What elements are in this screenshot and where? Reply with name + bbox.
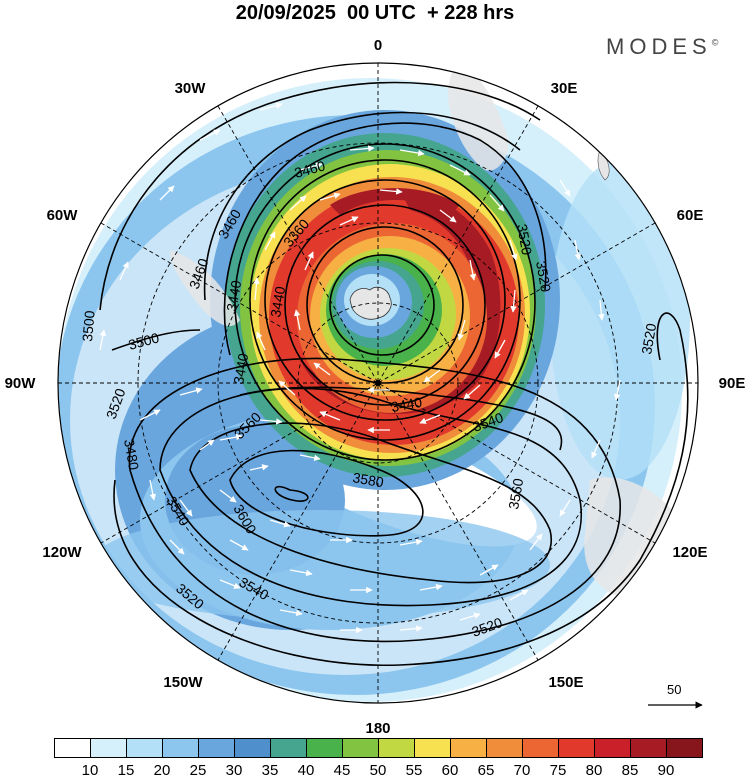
- colorbar-swatch: [666, 738, 703, 758]
- lon-label-180: 180: [365, 720, 390, 735]
- colorbar-swatch: [270, 738, 307, 758]
- antarctica-coast: [349, 286, 392, 320]
- colorbar-tick-label: 75: [549, 762, 567, 779]
- lon-label-90e: 90E: [719, 375, 746, 392]
- colorbar-swatch: [558, 738, 595, 758]
- reference-vector-value: 50: [667, 682, 682, 697]
- contour-label: 3520: [533, 260, 554, 294]
- colorbar-tick-label: 40: [297, 762, 315, 779]
- colorbar-tick-label: 80: [585, 762, 603, 779]
- colorbar-tick-label: 45: [333, 762, 351, 779]
- lon-label-60w: 60W: [47, 207, 79, 224]
- colorbar-swatch: [594, 738, 631, 758]
- contour-label: 3440: [267, 285, 288, 319]
- colorbar-swatch: [342, 738, 379, 758]
- wind-vectors: [99, 102, 621, 634]
- colorbar-swatch: [162, 738, 199, 758]
- contour-label: 3520: [514, 223, 535, 257]
- contour-label: 3440: [230, 352, 251, 386]
- colorbar-tick-label: 25: [189, 762, 207, 779]
- colorbar-tick-label: 70: [513, 762, 531, 779]
- contour-label: 3580: [351, 469, 385, 490]
- colorbar-swatch: [90, 738, 127, 758]
- lon-label-150w: 150W: [163, 674, 203, 691]
- colorbar-tick-label: 60: [441, 762, 459, 779]
- colorbar-swatch: [522, 738, 559, 758]
- colorbar-tick-label: 20: [153, 762, 171, 779]
- lon-label-30w: 30W: [175, 80, 207, 97]
- lon-label-90w: 90W: [5, 375, 37, 392]
- polar-map: 3460 3460 3360 3440 3440 3460 3500 3500 …: [5, 37, 746, 735]
- lon-label-0: 0: [374, 37, 382, 54]
- lon-label-150e: 150E: [548, 674, 583, 691]
- wind-shade-15: [550, 160, 690, 480]
- colorbar-swatch: [378, 738, 415, 758]
- lon-label-120e: 120E: [672, 544, 707, 561]
- contour-label: 3440: [223, 279, 244, 313]
- colorbar-swatch: [630, 738, 667, 758]
- colorbar-swatch: [126, 738, 163, 758]
- contour-label: 3460: [293, 157, 327, 181]
- colorbar-swatch: [234, 738, 271, 758]
- height-contours: [99, 81, 689, 667]
- africa-land: [448, 63, 509, 171]
- contour-label: 3500: [127, 329, 161, 353]
- colorbar-tick-label: 55: [405, 762, 423, 779]
- contour-label: 3440: [390, 394, 424, 415]
- longitude-labels: 0 30E 60E 90E 120E 150E 180 150W 120W 90…: [5, 37, 746, 735]
- colorbar-tick-label: 35: [261, 762, 279, 779]
- colorbar-swatch: [414, 738, 451, 758]
- map-title: 20/09/2025 00 UTC + 228 hrs: [235, 2, 515, 24]
- colorbar: [54, 738, 703, 760]
- colorbar-swatch: [306, 738, 343, 758]
- brand-name: MODES: [606, 34, 712, 59]
- brand-logo: MODES©: [606, 34, 718, 60]
- colorbar-tick-label: 65: [477, 762, 495, 779]
- contour-label: 3560: [505, 477, 526, 511]
- lon-label-120w: 120W: [42, 544, 82, 561]
- brand-mark: ©: [711, 37, 719, 48]
- contour-label: 3520: [638, 322, 659, 356]
- contour-label: 3500: [79, 310, 98, 343]
- colorbar-swatch: [54, 738, 91, 758]
- contour-labels: 3460 3460 3360 3440 3440 3460 3500 3500 …: [79, 157, 659, 639]
- colorbar-swatch: [450, 738, 487, 758]
- pole-marker: [375, 380, 381, 386]
- wind-shade-25b: [90, 510, 550, 620]
- colorbar-tick-label: 85: [621, 762, 639, 779]
- colorbar-swatch: [486, 738, 523, 758]
- colorbar-swatch: [198, 738, 235, 758]
- colorbar-tick-label: 10: [81, 762, 99, 779]
- lon-label-60e: 60E: [677, 207, 704, 224]
- lon-label-30e: 30E: [551, 80, 578, 97]
- colorbar-tick-label: 50: [369, 762, 387, 779]
- contour-label: 3480: [121, 438, 142, 472]
- colorbar-tick-label: 90: [657, 762, 675, 779]
- colorbar-tick-label: 15: [117, 762, 135, 779]
- colorbar-tick-label: 30: [225, 762, 243, 779]
